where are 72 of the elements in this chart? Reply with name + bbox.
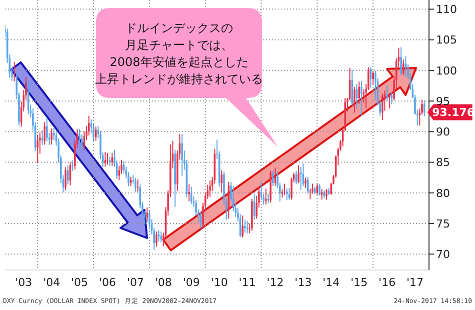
- candlestick: [306, 176, 309, 194]
- x-tick-label: '10: [210, 276, 228, 289]
- candlestick: [386, 84, 388, 102]
- x-tick-label: '13: [294, 276, 312, 289]
- candlestick: [382, 93, 384, 120]
- candlestick: [50, 128, 52, 145]
- candlestick: [298, 164, 300, 184]
- y-tick-label: 75: [436, 217, 450, 230]
- candlestick: [156, 230, 158, 248]
- candlestick: [402, 58, 404, 76]
- candlestick: [106, 152, 108, 166]
- candlestick: [388, 92, 390, 109]
- x-tick-label: '07: [126, 276, 144, 289]
- candlestick: [288, 187, 290, 200]
- candlestick: [265, 188, 267, 205]
- candlestick: [36, 134, 39, 164]
- y-tick-label: 80: [436, 186, 450, 200]
- x-tick-label: '12: [266, 276, 284, 289]
- candlestick: [134, 178, 136, 192]
- candlestick: [304, 177, 306, 188]
- candlestick: [158, 230, 160, 242]
- x-tick-label: '17: [406, 276, 424, 289]
- candlestick: [284, 183, 286, 196]
- candlestick: [92, 123, 94, 143]
- candlestick: [300, 166, 302, 190]
- candlestick: [94, 126, 97, 142]
- candlestick: [181, 134, 183, 176]
- candlestick: [351, 69, 354, 106]
- x-tick-label: '05: [71, 276, 88, 289]
- x-tick-label: '04: [43, 276, 60, 289]
- candlestick: [354, 86, 356, 114]
- annotation: 上昇トレンドが維持されている: [95, 72, 263, 86]
- candlestick: [67, 164, 69, 185]
- candlestick: [44, 121, 46, 145]
- x-tick-label: '08: [154, 276, 172, 289]
- y-tick-label: 85: [436, 156, 450, 170]
- candlestick: [272, 170, 274, 187]
- annotation: 月足チャートでは、: [125, 38, 233, 52]
- y-tick-label: 100: [436, 64, 457, 78]
- candlestick: [209, 180, 211, 198]
- candlestick: [88, 115, 90, 136]
- x-tick-label: '09: [182, 276, 200, 289]
- annotation: 93.176: [432, 106, 475, 120]
- candlestick: [46, 117, 48, 142]
- candlestick: [286, 188, 288, 201]
- candlestick: [190, 186, 192, 204]
- candlestick: [72, 160, 74, 172]
- candlestick: [244, 219, 246, 234]
- x-tick-label: '03: [15, 276, 32, 289]
- price-tag: 93.176: [427, 104, 475, 120]
- x-tick-label: '16: [378, 276, 396, 289]
- candlestick: [372, 70, 374, 86]
- annotation: ドルインデックスの: [125, 21, 233, 35]
- candlestick: [400, 46, 402, 76]
- annotation: 2008年安値を起点とした: [110, 55, 248, 69]
- x-tick-label: '06: [98, 276, 116, 289]
- candlestick: [242, 215, 244, 238]
- candlestick: [146, 207, 148, 222]
- candlestick: [358, 80, 360, 105]
- y-tick-label: 110: [436, 3, 457, 16]
- x-tick-label: '14: [322, 276, 340, 289]
- candlestick: [64, 166, 66, 191]
- y-tick-label: 90: [436, 126, 450, 139]
- y-tick-label: 70: [436, 248, 450, 261]
- candlestick: [326, 188, 328, 200]
- x-tick-label: '15: [350, 276, 368, 289]
- y-tick-label: 105: [436, 34, 457, 47]
- candlestick: [318, 184, 320, 196]
- candlestick: [188, 184, 190, 202]
- x-tick-label: '11: [238, 276, 256, 289]
- candlestick: [160, 230, 162, 243]
- candlestick: [360, 80, 362, 116]
